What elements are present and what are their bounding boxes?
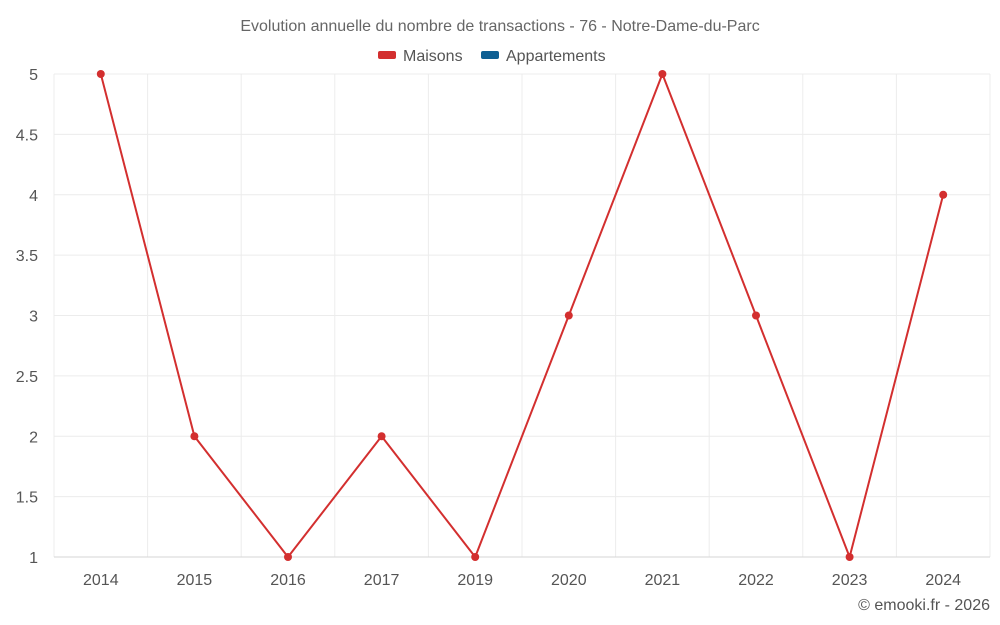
legend-swatch-maisons [378,51,396,59]
x-tick-label: 2017 [364,572,400,589]
data-point[interactable] [96,70,105,78]
legend-label-maisons[interactable]: Maisons [403,48,463,65]
data-point[interactable] [190,432,199,441]
legend-swatch-appartements [481,51,499,59]
y-tick-label: 4 [29,188,38,205]
grid [53,73,991,557]
y-tick-label: 3 [29,309,38,326]
data-point[interactable] [845,553,854,561]
chart-title: Evolution annuelle du nombre de transact… [240,18,759,35]
legend: Maisons Appartements [378,48,606,65]
y-tick-label: 4.5 [16,127,38,144]
series [96,70,948,561]
tick-labels: 1 1.5 2 2.5 3 3.5 4 4.5 5 2014 2015 2016 2017 2019 202… [16,67,961,589]
x-tick-label: 2020 [551,572,587,589]
data-point[interactable] [752,311,760,320]
data-point[interactable] [658,70,667,78]
x-tick-label: 2021 [645,572,681,589]
y-tick-label: 2.5 [16,369,38,386]
data-point[interactable] [564,311,573,320]
x-tick-label: 2014 [83,572,119,589]
y-tick-label: 2 [29,429,38,446]
credit-text: © emooki.fr - 2026 [858,597,990,614]
x-tick-label: 2015 [177,572,213,589]
x-tick-label: 2024 [925,572,961,589]
legend-label-appartements[interactable]: Appartements [506,48,606,65]
data-point[interactable] [284,553,292,561]
y-tick-label: 1.5 [16,490,38,507]
x-tick-label: 2019 [457,572,493,589]
data-point[interactable] [939,190,948,199]
data-point[interactable] [377,432,386,441]
y-tick-label: 5 [29,67,38,84]
series-line-0 [99,73,945,558]
data-point[interactable] [471,553,480,561]
x-tick-label: 2023 [832,572,868,589]
x-tick-label: 2022 [738,572,774,589]
x-tick-label: 2016 [270,572,306,589]
y-tick-label: 3.5 [16,248,38,265]
y-tick-label: 1 [29,550,38,567]
